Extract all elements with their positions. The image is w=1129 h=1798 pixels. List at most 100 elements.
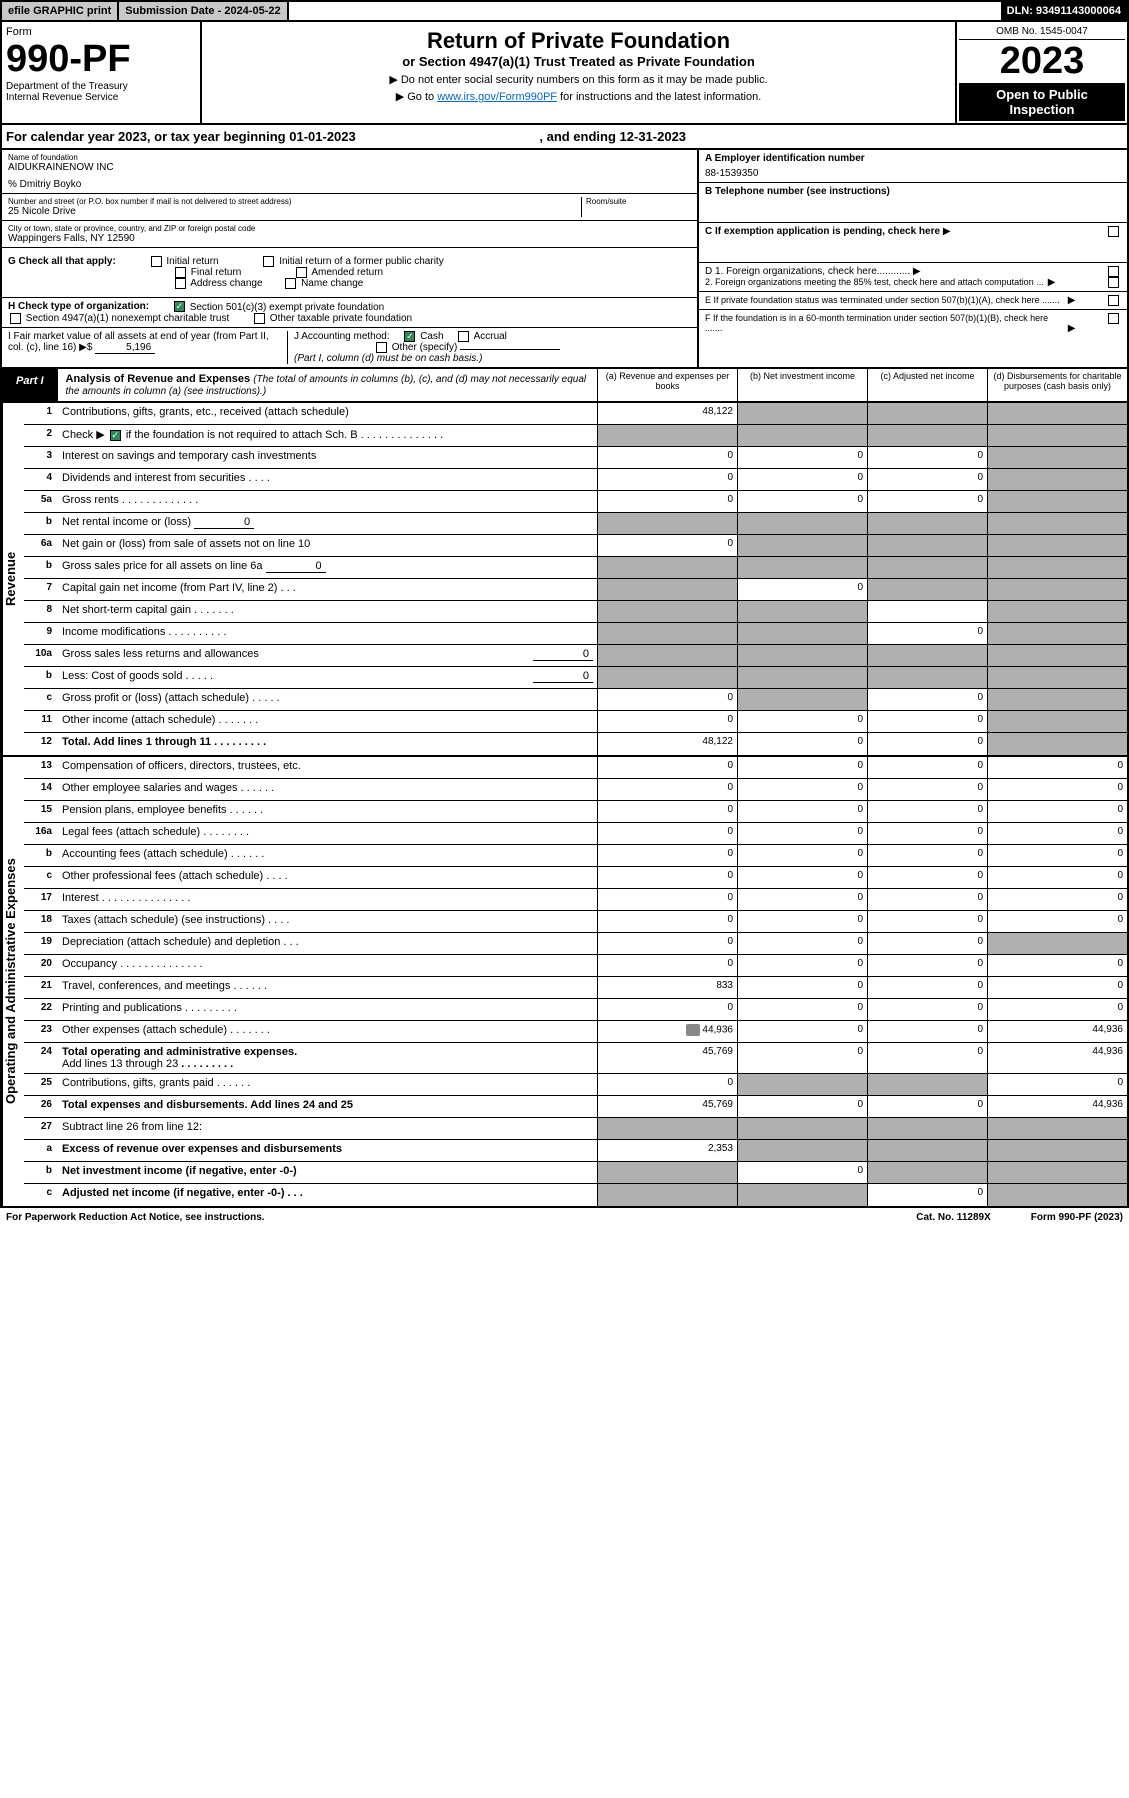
l16b: Accounting fees (attach schedule) (62, 848, 228, 860)
omb-number: OMB No. 1545-0047 (959, 24, 1125, 40)
c-row: C If exemption application is pending, c… (699, 223, 1127, 263)
room-lbl: Room/suite (586, 197, 691, 206)
chk-85pct[interactable] (1108, 277, 1119, 288)
e-lbl: E If private foundation status was termi… (705, 295, 1065, 305)
ein-value: 88-1539350 (705, 168, 758, 179)
v16cd: 0 (987, 867, 1127, 888)
line-10c: Gross profit or (loss) (attach schedule)… (58, 689, 597, 710)
revenue-rows: 1Contributions, gifts, grants, etc., rec… (24, 403, 1127, 755)
v22a: 0 (597, 999, 737, 1020)
j-label: J Accounting method: (294, 331, 390, 342)
chk-501c3[interactable] (174, 301, 185, 312)
l16a: Legal fees (attach schedule) (62, 826, 200, 838)
chk-other-method[interactable] (376, 342, 387, 353)
expenses-side-label: Operating and Administrative Expenses (2, 757, 24, 1206)
v12a: 48,122 (597, 733, 737, 755)
v3a: 0 (597, 447, 737, 468)
v17c: 0 (867, 889, 987, 910)
v26a: 45,769 (597, 1096, 737, 1117)
v26b: 0 (737, 1096, 867, 1117)
v16ba: 0 (597, 845, 737, 866)
name-lbl: Name of foundation (8, 153, 691, 162)
a-lbl: A Employer identification number (705, 153, 865, 164)
v20b: 0 (737, 955, 867, 976)
h-row: H Check type of organization: Section 50… (2, 298, 697, 327)
v1a: 48,122 (597, 403, 737, 424)
info-grid: Name of foundation AIDUKRAINENOW INC % D… (0, 150, 1129, 369)
line-17: Interest . . . . . . . . . . . . . . . (58, 889, 597, 910)
v23a-val: 44,936 (702, 1025, 733, 1036)
chk-initial-former[interactable] (263, 256, 274, 267)
hdr-mid: Return of Private Foundation or Section … (202, 22, 957, 123)
foundation-name: AIDUKRAINENOW INC (8, 162, 691, 173)
info-left: Name of foundation AIDUKRAINENOW INC % D… (2, 150, 697, 367)
v16cc: 0 (867, 867, 987, 888)
efile-label[interactable]: efile GRAPHIC print (2, 2, 119, 20)
line-14: Other employee salaries and wages . . . … (58, 779, 597, 800)
v18c: 0 (867, 911, 987, 932)
g-o3: Address change (190, 278, 262, 289)
chk-name-change[interactable] (285, 278, 296, 289)
chk-accrual[interactable] (458, 331, 469, 342)
line-21: Travel, conferences, and meetings . . . … (58, 977, 597, 998)
v13d: 0 (987, 757, 1127, 778)
chk-initial-return[interactable] (151, 256, 162, 267)
col-b-hdr: (b) Net investment income (737, 369, 867, 401)
line-27: Subtract line 26 from line 12: (58, 1118, 597, 1139)
line-24: Total operating and administrative expen… (58, 1043, 597, 1073)
chk-507b1b[interactable] (1108, 313, 1119, 324)
l19: Depreciation (attach schedule) and deple… (62, 936, 280, 948)
chk-cash[interactable] (404, 331, 415, 342)
line-22: Printing and publications . . . . . . . … (58, 999, 597, 1020)
dept-treasury: Department of the Treasury (6, 81, 196, 92)
chk-schb-not-required[interactable] (110, 430, 121, 441)
line-16c: Other professional fees (attach schedule… (58, 867, 597, 888)
top-bar: efile GRAPHIC print Submission Date - 20… (0, 0, 1129, 22)
chk-exemption-pending[interactable] (1108, 226, 1119, 237)
chk-other-taxable[interactable] (254, 313, 265, 324)
hdr-right: OMB No. 1545-0047 2023 Open to Public In… (957, 22, 1127, 123)
v16cb: 0 (737, 867, 867, 888)
dept-irs: Internal Revenue Service (6, 92, 196, 103)
line-16b: Accounting fees (attach schedule) . . . … (58, 845, 597, 866)
v21d: 0 (987, 977, 1127, 998)
info-right: A Employer identification number 88-1539… (697, 150, 1127, 367)
form-subtitle: or Section 4947(a)(1) Trust Treated as P… (208, 54, 949, 69)
chk-foreign-org[interactable] (1108, 266, 1119, 277)
chk-address-change[interactable] (175, 278, 186, 289)
instr-link: ▶ Go to www.irs.gov/Form990PF for instru… (208, 90, 949, 103)
chk-amended[interactable] (296, 267, 307, 278)
expenses-section: Operating and Administrative Expenses 13… (0, 757, 1129, 1208)
calendar-year-row: For calendar year 2023, or tax year begi… (0, 125, 1129, 150)
submission-date: Submission Date - 2024-05-22 (119, 2, 288, 20)
v24a: 45,769 (597, 1043, 737, 1073)
v15a: 0 (597, 801, 737, 822)
line-4: Dividends and interest from securities .… (58, 469, 597, 490)
line-8: Net short-term capital gain . . . . . . … (58, 601, 597, 622)
line-16a: Legal fees (attach schedule) . . . . . .… (58, 823, 597, 844)
g-label: G Check all that apply: (8, 256, 116, 267)
chk-507b1a[interactable] (1108, 295, 1119, 306)
v13c: 0 (867, 757, 987, 778)
chk-4947a1[interactable] (10, 313, 21, 324)
v6aa: 0 (597, 535, 737, 556)
form990pf-link[interactable]: www.irs.gov/Form990PF (437, 91, 557, 103)
part1-header: Part I Analysis of Revenue and Expenses … (0, 369, 1129, 403)
cal-pre: For calendar year 2023, or tax year begi… (6, 129, 289, 144)
chk-final-return[interactable] (175, 267, 186, 278)
h-o1: Section 501(c)(3) exempt private foundat… (190, 302, 385, 313)
v18d: 0 (987, 911, 1127, 932)
addr-row: Number and street (or P.O. box number if… (2, 194, 697, 221)
line-10a: Gross sales less returns and allowances … (58, 645, 597, 666)
v20d: 0 (987, 955, 1127, 976)
v21b: 0 (737, 977, 867, 998)
v19a: 0 (597, 933, 737, 954)
line-9: Income modifications . . . . . . . . . . (58, 623, 597, 644)
line-2: Check ▶ if the foundation is not require… (58, 425, 597, 446)
attachment-icon[interactable] (686, 1024, 700, 1036)
v16ac: 0 (867, 823, 987, 844)
v25d: 0 (987, 1074, 1127, 1095)
v27cc: 0 (867, 1184, 987, 1206)
v22d: 0 (987, 999, 1127, 1020)
line-6b: Gross sales price for all assets on line… (58, 557, 597, 578)
